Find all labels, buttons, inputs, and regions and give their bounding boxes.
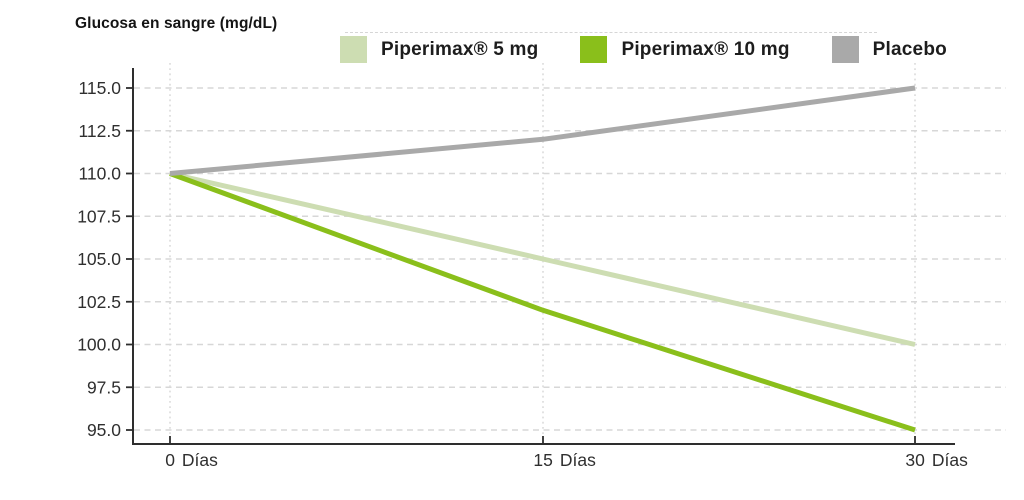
y-tick-label: 95.0	[87, 420, 121, 440]
y-tick-label: 97.5	[87, 377, 121, 397]
y-tick-label: 107.5	[77, 206, 121, 226]
legend-item-placebo: Placebo	[831, 36, 947, 63]
legend-item-label: Piperimax® 10 mg	[621, 38, 790, 60]
series-line-piperimax-5-mg	[169, 171, 916, 347]
x-tick-label: 0 Días	[165, 450, 218, 470]
legend-swatch-piperimax-5mg	[340, 36, 367, 63]
x-tick-label: 30 Días	[905, 450, 968, 470]
y-tick-label: 100.0	[77, 335, 121, 355]
legend: Piperimax® 5 mg Piperimax® 10 mg Placebo	[340, 36, 947, 63]
legend-item-label: Piperimax® 5 mg	[381, 38, 539, 60]
y-tick-label: 115.0	[79, 78, 122, 98]
gridlines-vertical	[169, 63, 916, 444]
y-tick-label: 112.5	[79, 121, 122, 141]
y-tick-label: 105.0	[77, 249, 121, 269]
legend-item-label: Placebo	[872, 38, 947, 60]
legend-item-piperimax-10mg: Piperimax® 10 mg	[580, 36, 789, 63]
series-line-piperimax-10-mg	[169, 171, 916, 433]
chart-title: Glucosa en sangre (mg/dL)	[75, 15, 278, 32]
x-tick-label: 15 Días	[533, 450, 596, 470]
y-tick-label: 110.0	[79, 164, 122, 184]
gridlines-horizontal	[134, 87, 1006, 431]
legend-item-piperimax-5mg: Piperimax® 5 mg	[340, 36, 538, 63]
series-line-placebo	[169, 85, 916, 176]
legend-swatch-piperimax-10mg	[580, 36, 608, 63]
y-tick-label: 102.5	[77, 292, 121, 312]
x-axis-ticks: 0 Días 15 Días 30 Días	[165, 436, 968, 470]
legend-swatch-placebo	[831, 36, 859, 63]
y-axis-ticks: 95.0 97.5 100.0 102.5 105.0 107.5 110.0 112.5 11…	[77, 78, 134, 440]
legend-guide-line	[345, 32, 877, 33]
